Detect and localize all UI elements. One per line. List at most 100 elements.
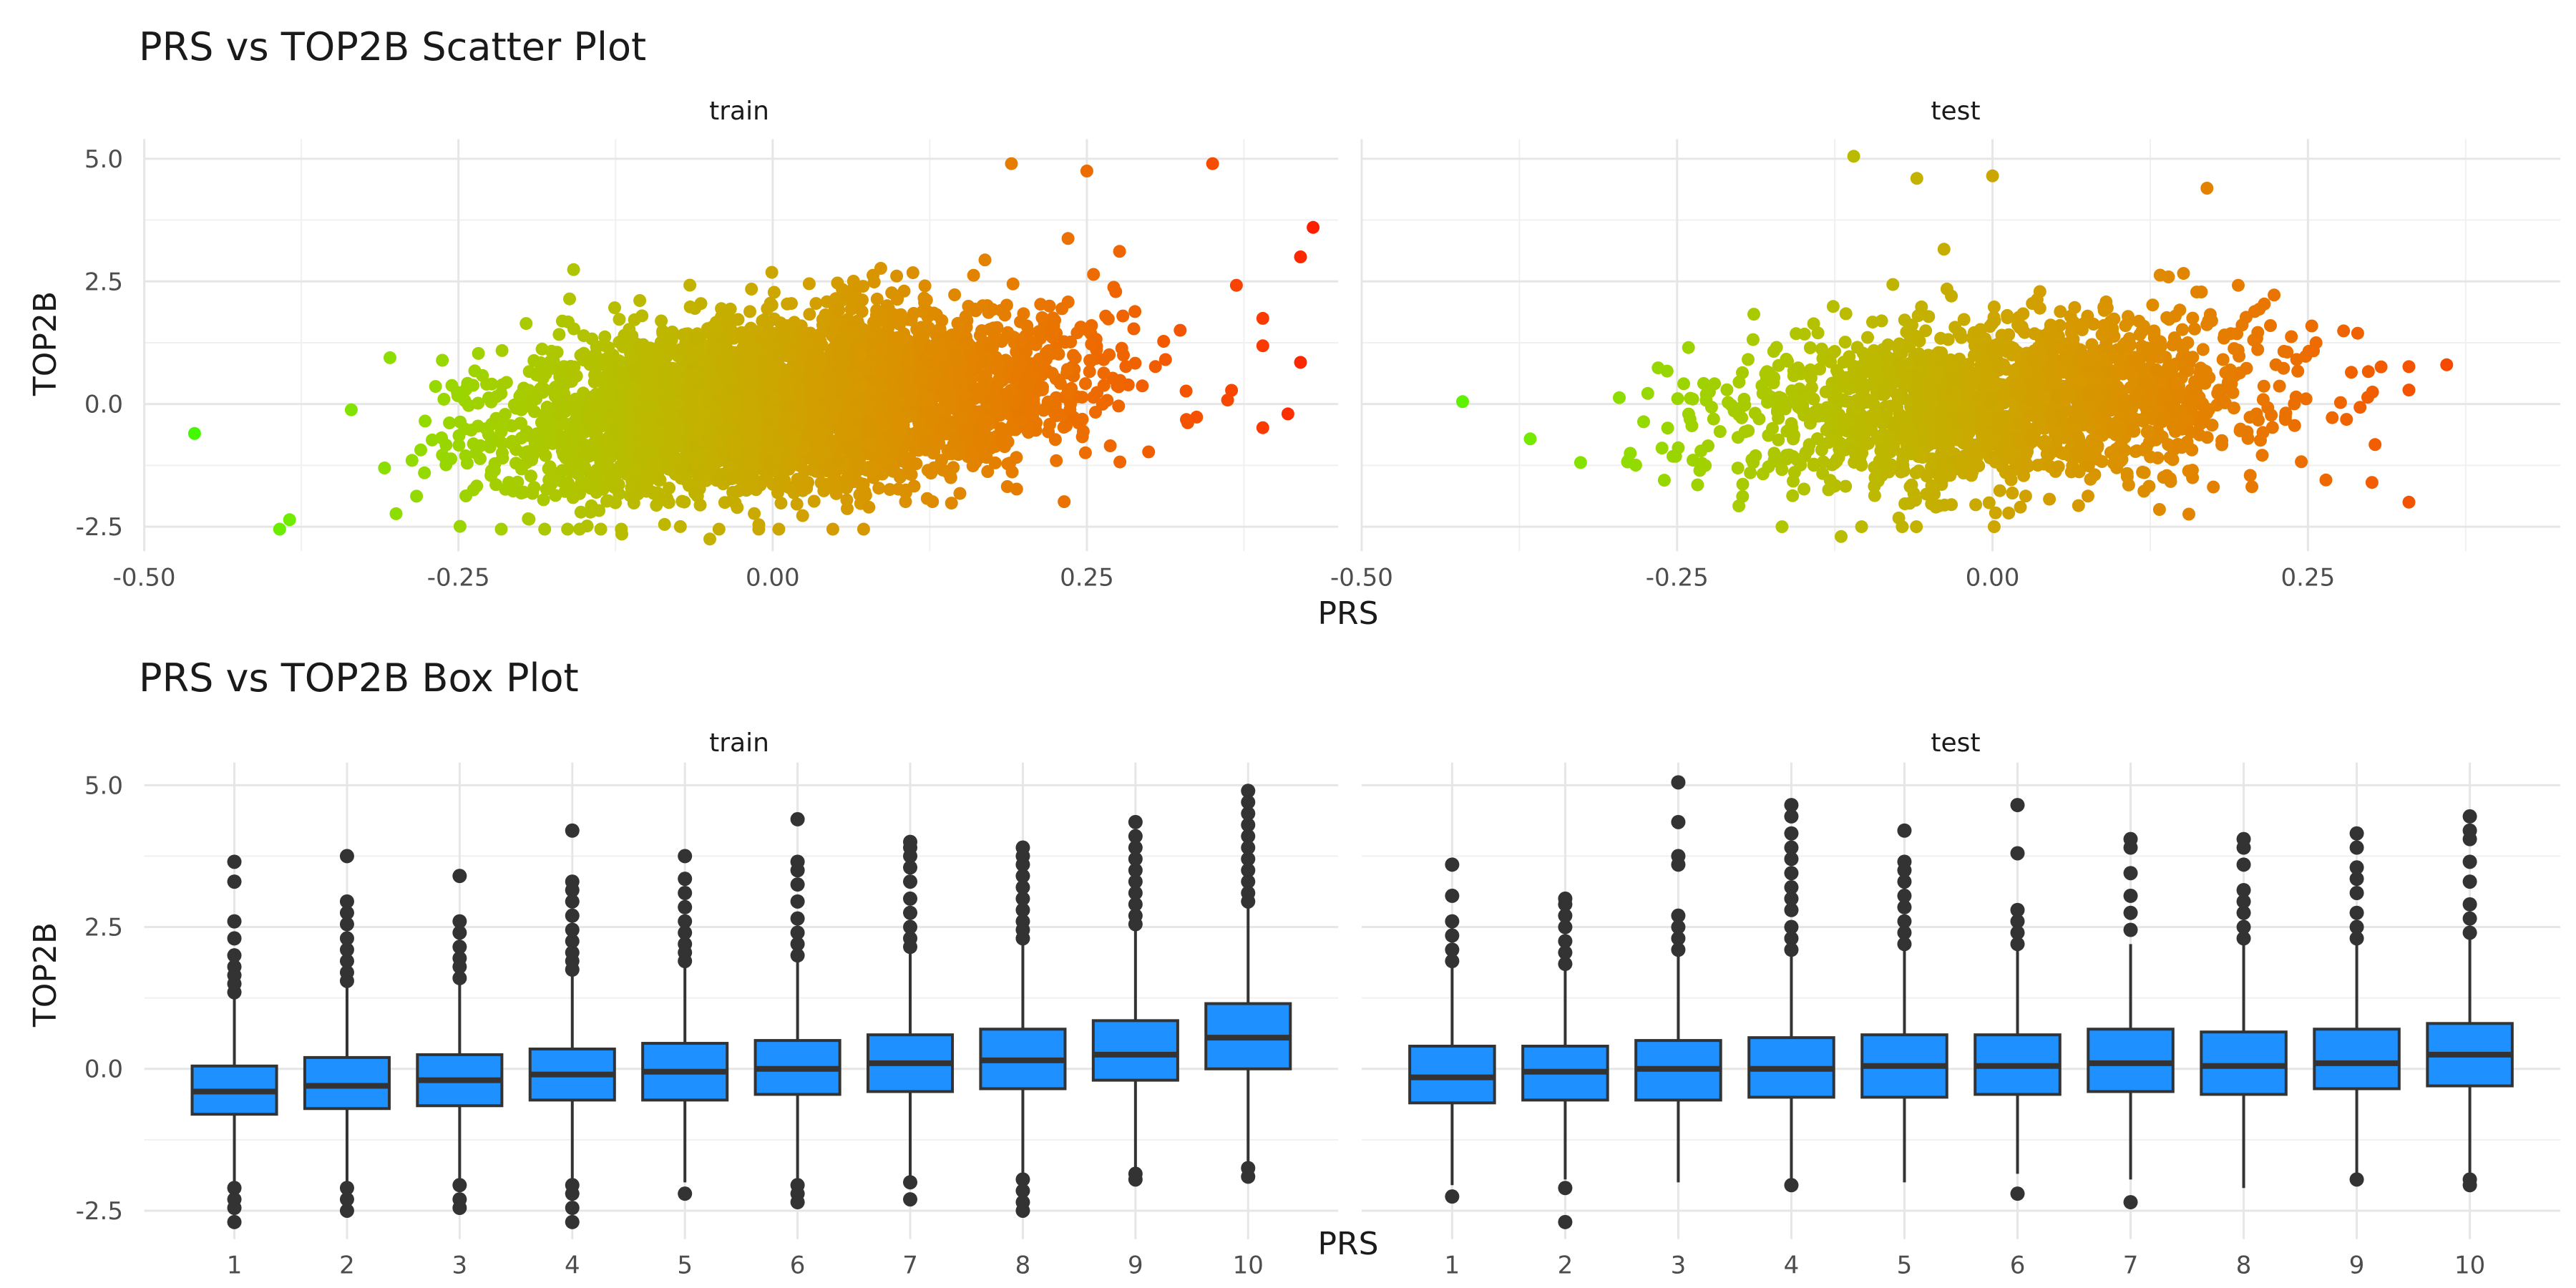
scatter-point [761,302,774,316]
scatter-point [792,383,806,396]
scatter-point [2285,330,2298,343]
scatter-point [904,468,918,482]
scatter-point [975,324,988,338]
scatter-point [980,451,993,464]
scatter-point [665,333,678,346]
scatter-point [1113,245,1126,258]
scatter-point [458,394,472,408]
scatter-point [962,363,975,376]
scatter-point [582,449,596,463]
scatter-point [834,333,847,346]
scatter-point [705,371,718,385]
scatter-point [998,308,1012,322]
scatter-point [893,468,907,482]
scatter-point [1785,384,1799,398]
scatter-point [1078,446,1092,459]
scatter-point [559,451,572,464]
scatter-point [541,417,555,430]
scatter-point [1112,380,1126,394]
scatter-point [912,416,926,430]
scatter-point [608,301,621,315]
scatter-point [855,305,869,318]
scatter-facet-label-train: train [709,97,769,126]
scatter-point [384,351,396,364]
scatter-point [1048,433,1062,447]
scatter-point [1026,409,1039,422]
scatter-point [795,479,809,493]
scatter-point [856,293,869,307]
scatter-point [900,358,914,371]
scatter-point [802,277,816,291]
scatter-point [1786,489,1800,502]
scatter-point [923,417,937,431]
scatter-point [621,439,635,453]
scatter-point [978,253,992,267]
scatter-point [876,455,889,469]
scatter-point [527,353,541,367]
scatter-point [522,512,535,525]
scatter-point [872,482,886,495]
scatter-point [676,328,690,341]
scatter-point [1061,232,1075,245]
scatter-point [545,344,558,358]
scatter-point [645,485,659,499]
scatter-point [1006,277,1020,291]
scatter-point [659,394,673,407]
scatter-point [613,313,626,326]
scatter-point [711,413,725,426]
scatter-point [527,405,541,419]
scatter-outlier-point [1307,220,1320,234]
scatter-point [1127,322,1141,336]
scatter-point [869,389,882,402]
scatter-point [2200,431,2214,444]
scatter-point [1661,421,1674,435]
scatter-point [953,487,967,500]
scatter-point [464,424,478,437]
scatter-point [513,396,527,409]
scatter-point [846,292,859,305]
scatter-point [744,321,758,335]
scatter-point [834,374,848,388]
scatter-point [1780,353,1793,366]
scatter-point [1174,323,1187,337]
scatter-point [405,454,419,467]
scatter-point [863,436,877,449]
scatter-point [1103,348,1116,361]
scatter-point [852,460,865,474]
scatter-point [378,462,391,474]
scatter-point [1010,451,1023,464]
scatter-point [825,396,839,409]
scatter-point [681,404,695,417]
scatter-point [892,308,905,322]
scatter-point [1128,305,1142,318]
scatter-point [697,407,711,421]
scatter-point [1014,315,1027,328]
scatter-point [655,314,668,328]
scatter-point [2188,322,2201,336]
scatter-point [419,414,432,428]
scatter-point [818,481,831,494]
scatter-point [749,343,763,356]
scatter-point [1101,312,1115,326]
scatter-point [954,440,967,454]
scatter-point [984,341,997,354]
scatter-point [920,492,934,505]
scatter-point [831,276,844,290]
scatter-point [1022,325,1035,338]
scatter-point [580,519,594,533]
scatter-point [1937,243,1951,256]
scatter-point [803,308,816,321]
scatter-point [966,452,980,465]
scatter-point [736,361,750,375]
scatter-point [526,487,540,500]
scatter-point [924,404,937,418]
scatter-point [874,361,887,375]
scatter-point [637,392,650,406]
scatter-point [985,392,998,406]
scatter-point [784,482,796,494]
scatter-point [654,336,668,349]
scatter-point [937,376,950,389]
scatter-point [1097,366,1111,380]
scatter-point [843,443,857,457]
scatter-point [764,455,778,469]
